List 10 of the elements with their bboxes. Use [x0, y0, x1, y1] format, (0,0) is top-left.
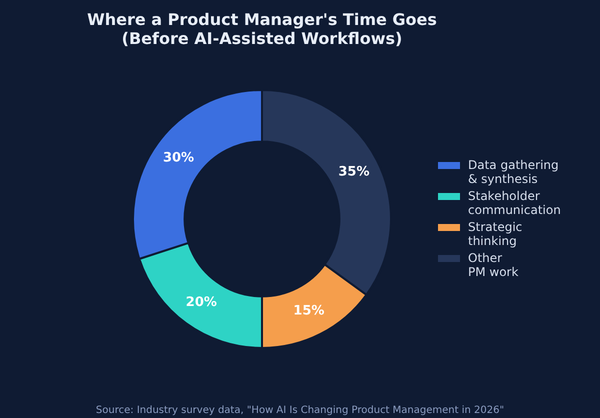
chart-title: Where a Product Manager's Time Goes (Before AI-Assisted Workflows)	[86, 10, 438, 48]
source-note: Source: Industry survey data, "How AI Is Changing Product Management in 2026"	[94, 405, 506, 416]
legend-label: Strategic thinking	[468, 220, 522, 248]
data-label: 35%	[338, 164, 370, 180]
legend-label: Stakeholder communication	[468, 189, 561, 217]
legend-label: Other PM work	[468, 251, 518, 279]
data-label: 30%	[162, 150, 194, 166]
legend-label: Data gathering & synthesis	[468, 158, 559, 186]
data-label: 20%	[186, 294, 217, 310]
data-label: 15%	[293, 303, 324, 318]
